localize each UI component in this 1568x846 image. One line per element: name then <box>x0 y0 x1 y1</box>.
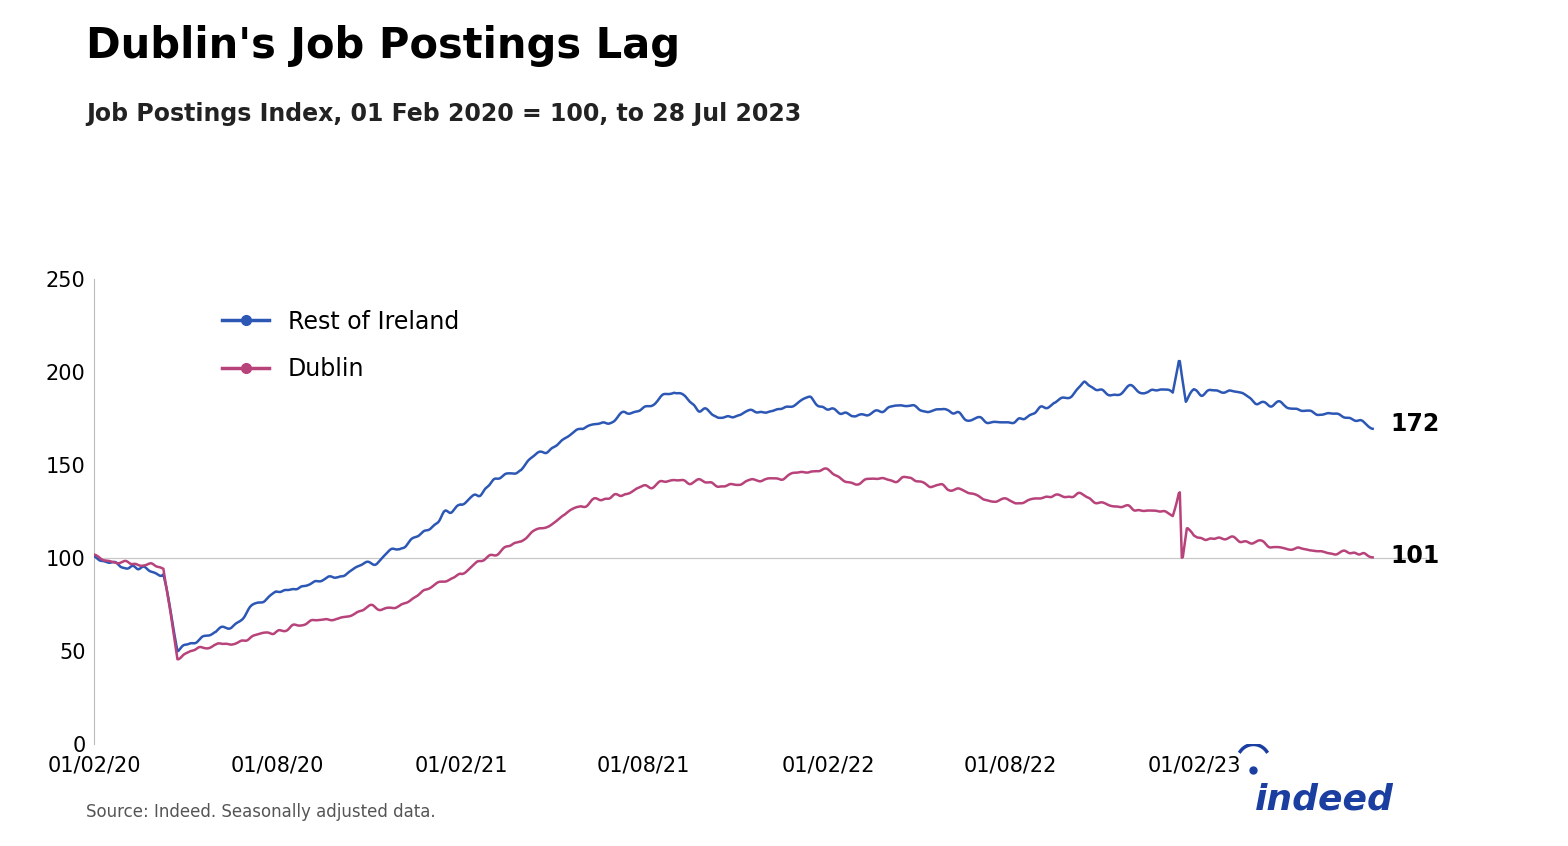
Text: Dublin's Job Postings Lag: Dublin's Job Postings Lag <box>86 25 681 68</box>
Legend: Rest of Ireland, Dublin: Rest of Ireland, Dublin <box>213 300 469 391</box>
Text: indeed: indeed <box>1254 783 1394 816</box>
Text: Source: Indeed. Seasonally adjusted data.: Source: Indeed. Seasonally adjusted data… <box>86 803 436 821</box>
Text: Job Postings Index, 01 Feb 2020 = 100, to 28 Jul 2023: Job Postings Index, 01 Feb 2020 = 100, t… <box>86 102 801 125</box>
Text: 101: 101 <box>1391 545 1439 569</box>
Text: 172: 172 <box>1391 412 1439 437</box>
